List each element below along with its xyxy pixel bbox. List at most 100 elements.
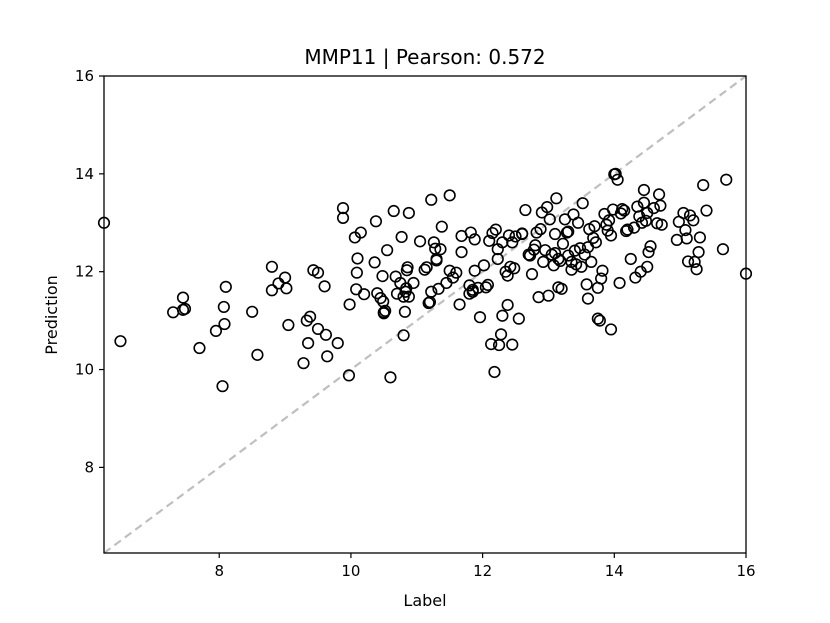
data-point bbox=[578, 248, 591, 261]
data-point bbox=[541, 201, 554, 214]
data-point bbox=[401, 261, 414, 274]
data-point bbox=[434, 243, 447, 256]
data-point bbox=[435, 220, 448, 233]
data-point bbox=[432, 282, 445, 295]
data-point bbox=[468, 233, 481, 246]
data-point bbox=[217, 300, 230, 314]
data-point bbox=[321, 350, 334, 363]
data-point bbox=[450, 266, 463, 279]
y-tick-label: 8 bbox=[84, 458, 94, 476]
data-point bbox=[496, 309, 509, 322]
data-point bbox=[530, 226, 543, 239]
data-point bbox=[604, 323, 618, 336]
data-point bbox=[280, 282, 293, 295]
x-tick-label: 8 bbox=[214, 562, 224, 580]
data-point bbox=[542, 289, 555, 302]
data-point bbox=[506, 338, 519, 351]
data-point bbox=[519, 203, 532, 217]
data-point bbox=[430, 254, 443, 267]
data-point bbox=[350, 266, 363, 279]
data-point bbox=[486, 226, 499, 240]
data-point bbox=[302, 337, 315, 350]
data-point bbox=[479, 281, 493, 294]
data-point bbox=[620, 224, 633, 238]
data-point bbox=[395, 230, 408, 244]
data-point bbox=[604, 229, 618, 242]
data-point bbox=[216, 380, 229, 393]
data-point bbox=[265, 260, 279, 273]
data-point bbox=[209, 324, 223, 337]
data-point bbox=[319, 328, 333, 341]
data-point bbox=[402, 206, 415, 220]
data-point bbox=[591, 312, 604, 325]
data-point bbox=[219, 280, 232, 293]
data-point bbox=[571, 216, 585, 229]
data-point bbox=[453, 298, 466, 311]
data-point bbox=[611, 173, 624, 186]
data-point bbox=[336, 201, 350, 215]
data-point bbox=[537, 255, 550, 269]
data-point bbox=[494, 328, 508, 341]
data-point bbox=[443, 189, 456, 202]
data-point bbox=[176, 291, 190, 304]
data-point bbox=[580, 278, 593, 291]
data-point bbox=[384, 371, 397, 384]
data-point bbox=[483, 234, 496, 247]
data-point bbox=[265, 284, 279, 297]
data-point bbox=[485, 337, 498, 351]
data-point bbox=[716, 243, 730, 256]
x-axis-title: Label bbox=[403, 591, 446, 610]
data-point bbox=[624, 252, 637, 266]
data-point bbox=[331, 337, 344, 350]
data-point bbox=[443, 264, 456, 277]
data-point bbox=[596, 264, 609, 277]
data-point bbox=[297, 357, 310, 370]
data-point bbox=[342, 369, 356, 382]
chart-title: MMP11 | Pearson: 0.572 bbox=[304, 45, 545, 69]
data-point bbox=[425, 285, 438, 298]
data-point bbox=[588, 220, 601, 233]
data-point bbox=[473, 311, 487, 324]
data-point bbox=[477, 259, 491, 272]
data-point bbox=[585, 255, 598, 269]
data-point bbox=[464, 226, 477, 239]
data-point bbox=[193, 341, 206, 355]
data-point bbox=[647, 201, 660, 215]
data-point bbox=[641, 260, 654, 273]
data-point bbox=[468, 264, 481, 277]
plot-frame bbox=[103, 75, 747, 554]
data-point bbox=[692, 246, 705, 259]
data-point bbox=[369, 215, 383, 228]
data-point bbox=[639, 214, 653, 227]
data-point bbox=[677, 206, 690, 220]
plot-area: 8 10 12 14 16 8 10 12 14 16 bbox=[75, 67, 756, 580]
data-point bbox=[374, 292, 387, 305]
data-point bbox=[687, 214, 700, 227]
data-point bbox=[178, 302, 192, 315]
y-axis-title: Prediction bbox=[42, 275, 61, 354]
data-point bbox=[390, 287, 404, 300]
data-point bbox=[609, 167, 622, 180]
data-point bbox=[642, 246, 655, 259]
data-point bbox=[679, 224, 692, 237]
data-point bbox=[680, 232, 693, 245]
data-point bbox=[376, 269, 389, 283]
data-point bbox=[681, 255, 695, 268]
data-point bbox=[218, 317, 231, 331]
data-point bbox=[427, 236, 440, 249]
data-point bbox=[613, 276, 626, 290]
data-point bbox=[575, 260, 588, 273]
data-point bbox=[481, 278, 494, 292]
data-point bbox=[488, 365, 501, 379]
data-point bbox=[556, 237, 570, 250]
data-point bbox=[616, 202, 629, 216]
data-point bbox=[593, 314, 606, 327]
data-point bbox=[576, 197, 589, 210]
data-point bbox=[343, 298, 356, 311]
data-point bbox=[418, 263, 431, 276]
data-point bbox=[402, 290, 415, 303]
data-point bbox=[336, 211, 350, 224]
data-point bbox=[555, 282, 568, 295]
